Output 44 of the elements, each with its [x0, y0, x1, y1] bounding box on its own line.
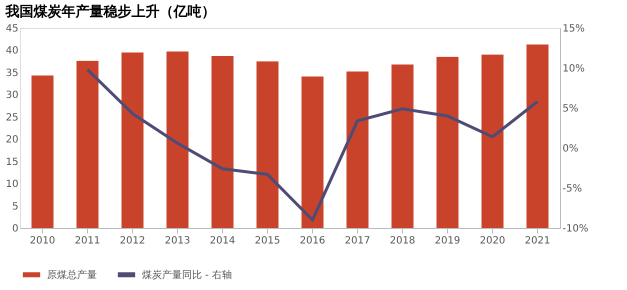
- y2-tick-label: 15%: [562, 24, 585, 34]
- y-tick-label: 5: [12, 201, 18, 212]
- x-tick-label: 2011: [74, 236, 100, 246]
- y-tick-label: 0: [12, 224, 18, 234]
- y-tick-label: 15: [6, 156, 18, 168]
- y-tick-label: 30: [6, 90, 18, 102]
- bar: [346, 72, 368, 228]
- bar: [302, 76, 324, 228]
- y2-tick-label: -10%: [562, 224, 588, 234]
- x-tick-label: 2020: [480, 236, 506, 246]
- legend-label: 原煤总产量: [47, 268, 97, 281]
- bar: [32, 76, 54, 228]
- x-tick-label: 2013: [164, 236, 190, 246]
- bar: [166, 52, 188, 228]
- bar: [392, 64, 414, 228]
- y-tick-label: 20: [6, 134, 18, 146]
- x-tick-label: 2016: [300, 236, 326, 246]
- x-tick-label: 2019: [434, 236, 460, 246]
- line-series: [86, 68, 539, 222]
- y-tick-label: 40: [6, 46, 18, 57]
- legend-label: 煤炭产量同比 - 右轴: [142, 268, 232, 281]
- bar: [212, 56, 234, 228]
- bar: [122, 52, 144, 228]
- x-tick-label: 2014: [210, 236, 236, 246]
- y-tick-label: 25: [6, 112, 18, 124]
- y-tick-label: 35: [6, 68, 18, 79]
- x-tick-label: 2018: [390, 236, 416, 246]
- x-tick-label: 2017: [344, 236, 370, 246]
- bar: [526, 44, 548, 228]
- x-tick-label: 2015: [254, 236, 280, 246]
- y-tick-label: 45: [6, 24, 18, 34]
- bar: [436, 56, 458, 228]
- x-tick-label: 2012: [120, 236, 146, 246]
- y-tick-label: 10: [6, 179, 18, 190]
- x-tick-label: 2010: [30, 236, 56, 246]
- y2-tick-label: -5%: [562, 184, 582, 194]
- y2-tick-label: 5%: [562, 104, 578, 114]
- chart-title: 我国煤炭年产量稳步上升（亿吨）: [4, 3, 216, 20]
- bar: [482, 54, 504, 228]
- x-tick-label: 2021: [524, 236, 550, 246]
- y2-tick-label: 10%: [562, 64, 585, 74]
- bar: [256, 61, 278, 228]
- y2-tick-label: 0%: [562, 144, 578, 154]
- bar: [76, 60, 98, 228]
